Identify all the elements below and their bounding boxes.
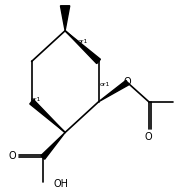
Polygon shape (65, 31, 100, 64)
Text: O: O (8, 151, 16, 161)
Polygon shape (30, 100, 65, 132)
Polygon shape (60, 6, 70, 31)
Text: O: O (145, 132, 153, 142)
Text: O: O (124, 77, 131, 87)
Text: OH: OH (53, 179, 68, 189)
Text: or1: or1 (100, 82, 110, 87)
Polygon shape (99, 80, 129, 102)
Text: or1: or1 (31, 97, 41, 102)
Text: or1: or1 (78, 39, 89, 44)
Polygon shape (41, 132, 65, 159)
